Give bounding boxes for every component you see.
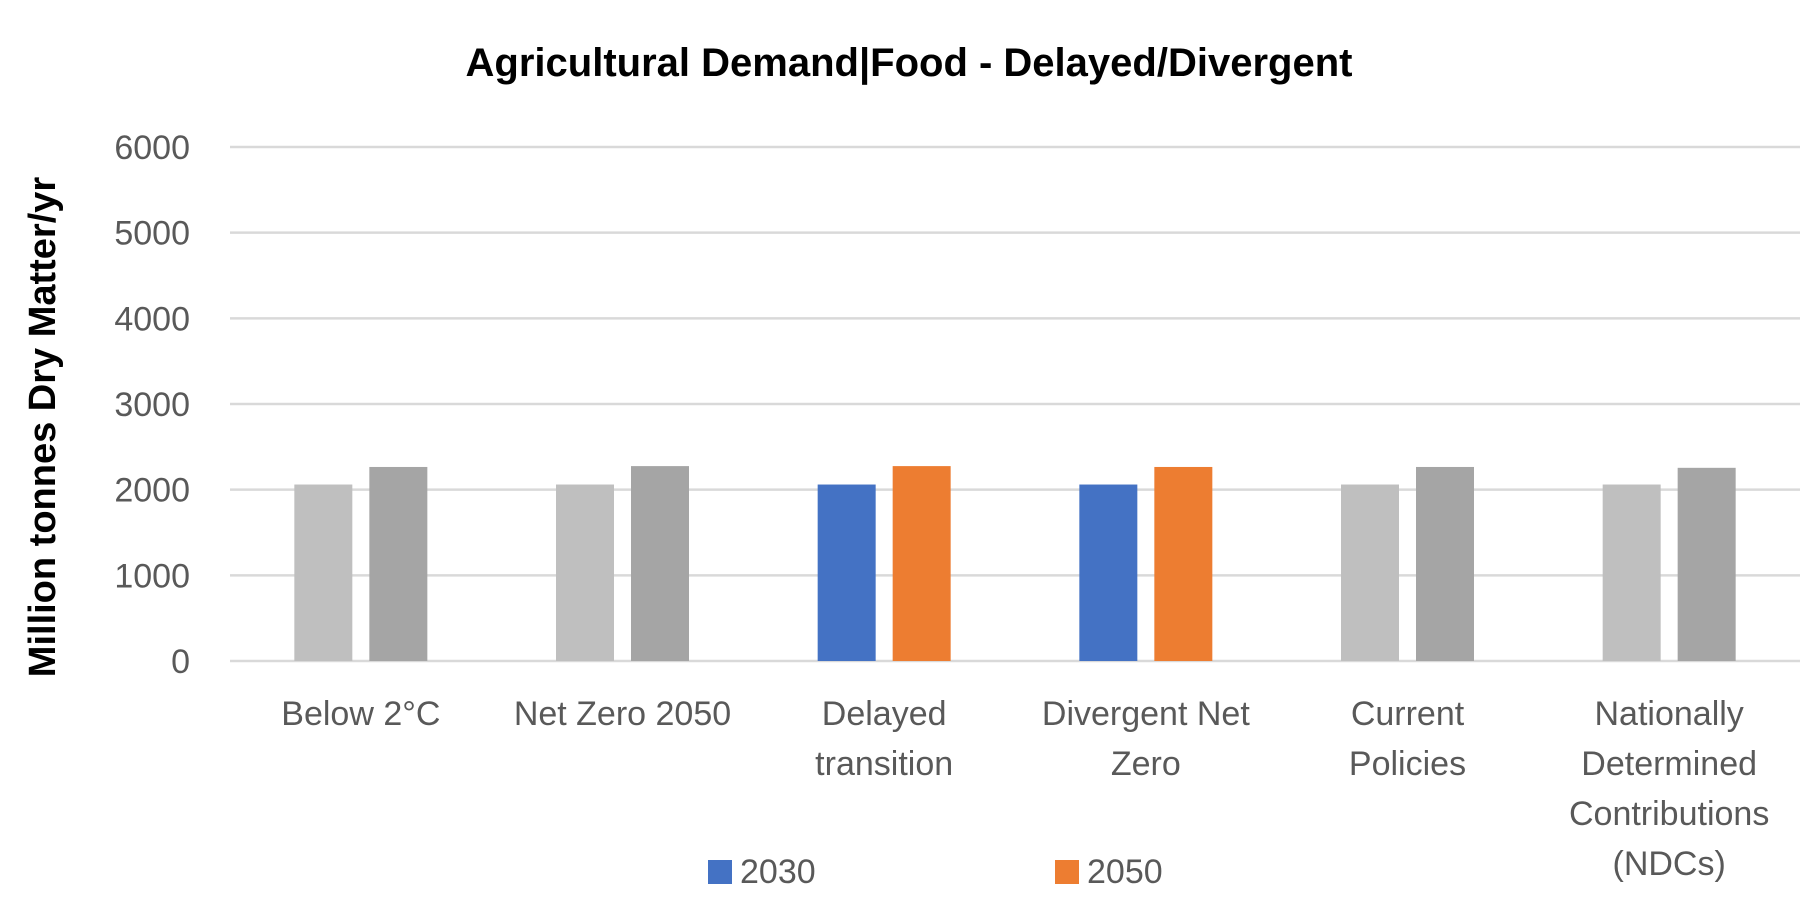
bar-2050 (892, 466, 951, 661)
x-category-label: Contributions (1569, 795, 1769, 833)
bar-2030 (1602, 484, 1661, 661)
bar-2030 (817, 484, 876, 661)
y-axis-ticks: 0 1000 2000 3000 4000 5000 6000 (114, 129, 190, 681)
legend-label-2030: 2030 (740, 853, 816, 891)
y-tick-label: 3000 (114, 386, 190, 424)
x-category-label: Below 2°C (281, 695, 440, 733)
x-category-label: Delayed (822, 695, 947, 733)
bars (294, 466, 1736, 661)
bar-2050 (369, 466, 428, 661)
x-category-label: Net Zero 2050 (514, 695, 731, 733)
legend-label-2050: 2050 (1087, 853, 1163, 891)
bar-2030 (556, 484, 614, 661)
x-category-label: Divergent Net (1042, 695, 1250, 733)
y-tick-label: 0 (171, 643, 190, 681)
y-tick-label: 2000 (114, 472, 190, 510)
x-category-label: Zero (1111, 745, 1181, 783)
x-category-label: Determined (1581, 745, 1757, 783)
legend: 2030 2050 (708, 853, 1163, 891)
y-tick-label: 4000 (114, 300, 190, 338)
bar-2050 (1154, 466, 1213, 661)
y-tick-label: 5000 (114, 215, 190, 253)
legend-swatch-2030 (708, 860, 732, 884)
x-category-label: Current (1351, 695, 1465, 733)
y-tick-label: 6000 (114, 129, 190, 167)
gridlines (230, 145, 1800, 663)
x-category-label: Policies (1349, 745, 1466, 783)
bar-2030 (294, 484, 353, 661)
x-category-label: transition (815, 745, 953, 783)
bar-2030 (1079, 484, 1138, 661)
y-axis-label: Million tonnes Dry Matter/yr (22, 177, 64, 678)
y-tick-label: 1000 (114, 557, 190, 595)
bar-2050 (1677, 467, 1736, 661)
bar-2050 (631, 466, 689, 661)
legend-swatch-2050 (1055, 860, 1079, 884)
x-category-label: (NDCs) (1613, 845, 1726, 883)
bar-2050 (1416, 466, 1474, 661)
chart-title: Agricultural Demand|Food - Delayed/Diver… (466, 41, 1353, 85)
x-axis-categories: Below 2°C Net Zero 2050 Delayed transition D… (281, 695, 1769, 883)
x-category-label: Nationally (1595, 695, 1744, 733)
bar-2030 (1341, 484, 1399, 661)
